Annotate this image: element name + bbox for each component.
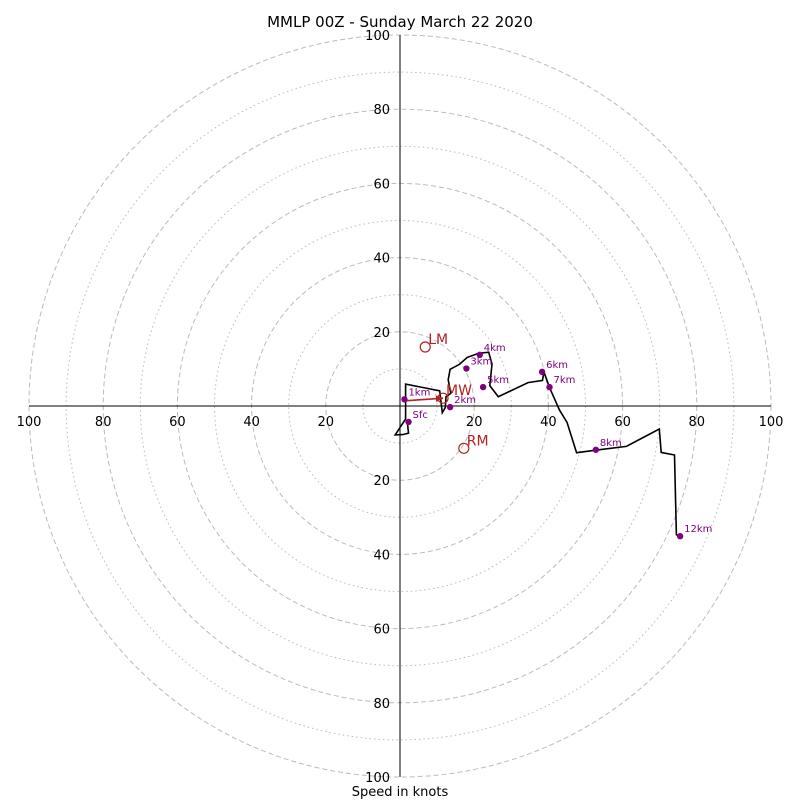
axes [29, 35, 771, 777]
x-tick-right: 40 [540, 415, 557, 430]
storm-label-rm: RM [467, 433, 489, 449]
y-tick-bottom: 100 [365, 771, 390, 786]
height-label-7km: 7km [554, 375, 576, 386]
height-label-1km: 1km [408, 387, 430, 398]
x-tick-right: 100 [759, 415, 784, 430]
y-tick-top: 40 [373, 252, 390, 267]
storm-marker-mw [437, 392, 449, 404]
y-tick-top: 20 [373, 326, 390, 341]
height-marker-3km [463, 365, 470, 372]
y-tick-bottom: 60 [373, 623, 390, 638]
hodograph-line [393, 351, 682, 538]
tick-labels: 20 20 20 20 40 40 40 40 60 60 60 60 80 80 80 80 100 100 10… [17, 29, 784, 786]
x-tick-right: 60 [614, 415, 631, 430]
x-tick-right: 20 [466, 415, 483, 430]
height-marker-12km [676, 533, 684, 540]
height-label-5km: 5km [487, 375, 509, 386]
height-label-4km: 4km [484, 343, 506, 354]
x-tick-left: 20 [318, 415, 335, 430]
storm-motion-markers: LM MW RM [419, 332, 489, 454]
storm-label-lm: LM [428, 332, 448, 348]
chart-title: MMLP 00Z - Sunday March 22 2020 [267, 13, 533, 31]
x-tick-left: 80 [95, 415, 112, 430]
height-marker-5km [479, 383, 487, 391]
y-tick-top: 60 [373, 177, 390, 192]
height-marker-8km [592, 446, 600, 453]
height-label-2km: 2km [454, 395, 476, 406]
y-tick-top: 100 [365, 29, 390, 44]
height-label-12km: 12km [684, 524, 712, 535]
y-tick-bottom: 80 [373, 697, 390, 712]
x-tick-left: 40 [243, 415, 260, 430]
x-tick-left: 100 [17, 415, 42, 430]
height-marker-sfc [405, 418, 412, 426]
storm-label-mw: MW [446, 383, 472, 399]
x-axis-label: Speed in knots [352, 785, 449, 800]
storm-marker-rm [458, 442, 470, 454]
height-marker-2km [446, 403, 454, 411]
storm-marker-lm [419, 341, 431, 353]
height-marker-4km [476, 351, 483, 359]
hodograph-trace [393, 351, 682, 538]
x-tick-right: 80 [689, 415, 706, 430]
height-label-3km: 3km [470, 357, 492, 368]
height-marker-6km [538, 368, 546, 376]
height-markers: Sfc 1km 2km 3km 4km 5km 6km 7km 8km 12km [401, 343, 712, 540]
height-marker-7km [546, 383, 553, 391]
x-tick-left: 60 [169, 415, 186, 430]
height-label-sfc: Sfc [413, 410, 428, 421]
y-tick-bottom: 40 [373, 548, 390, 563]
y-tick-bottom: 20 [373, 474, 390, 489]
y-tick-top: 80 [373, 103, 390, 118]
height-label-6km: 6km [546, 360, 568, 371]
height-marker-1km [401, 396, 408, 403]
height-label-8km: 8km [600, 438, 622, 449]
